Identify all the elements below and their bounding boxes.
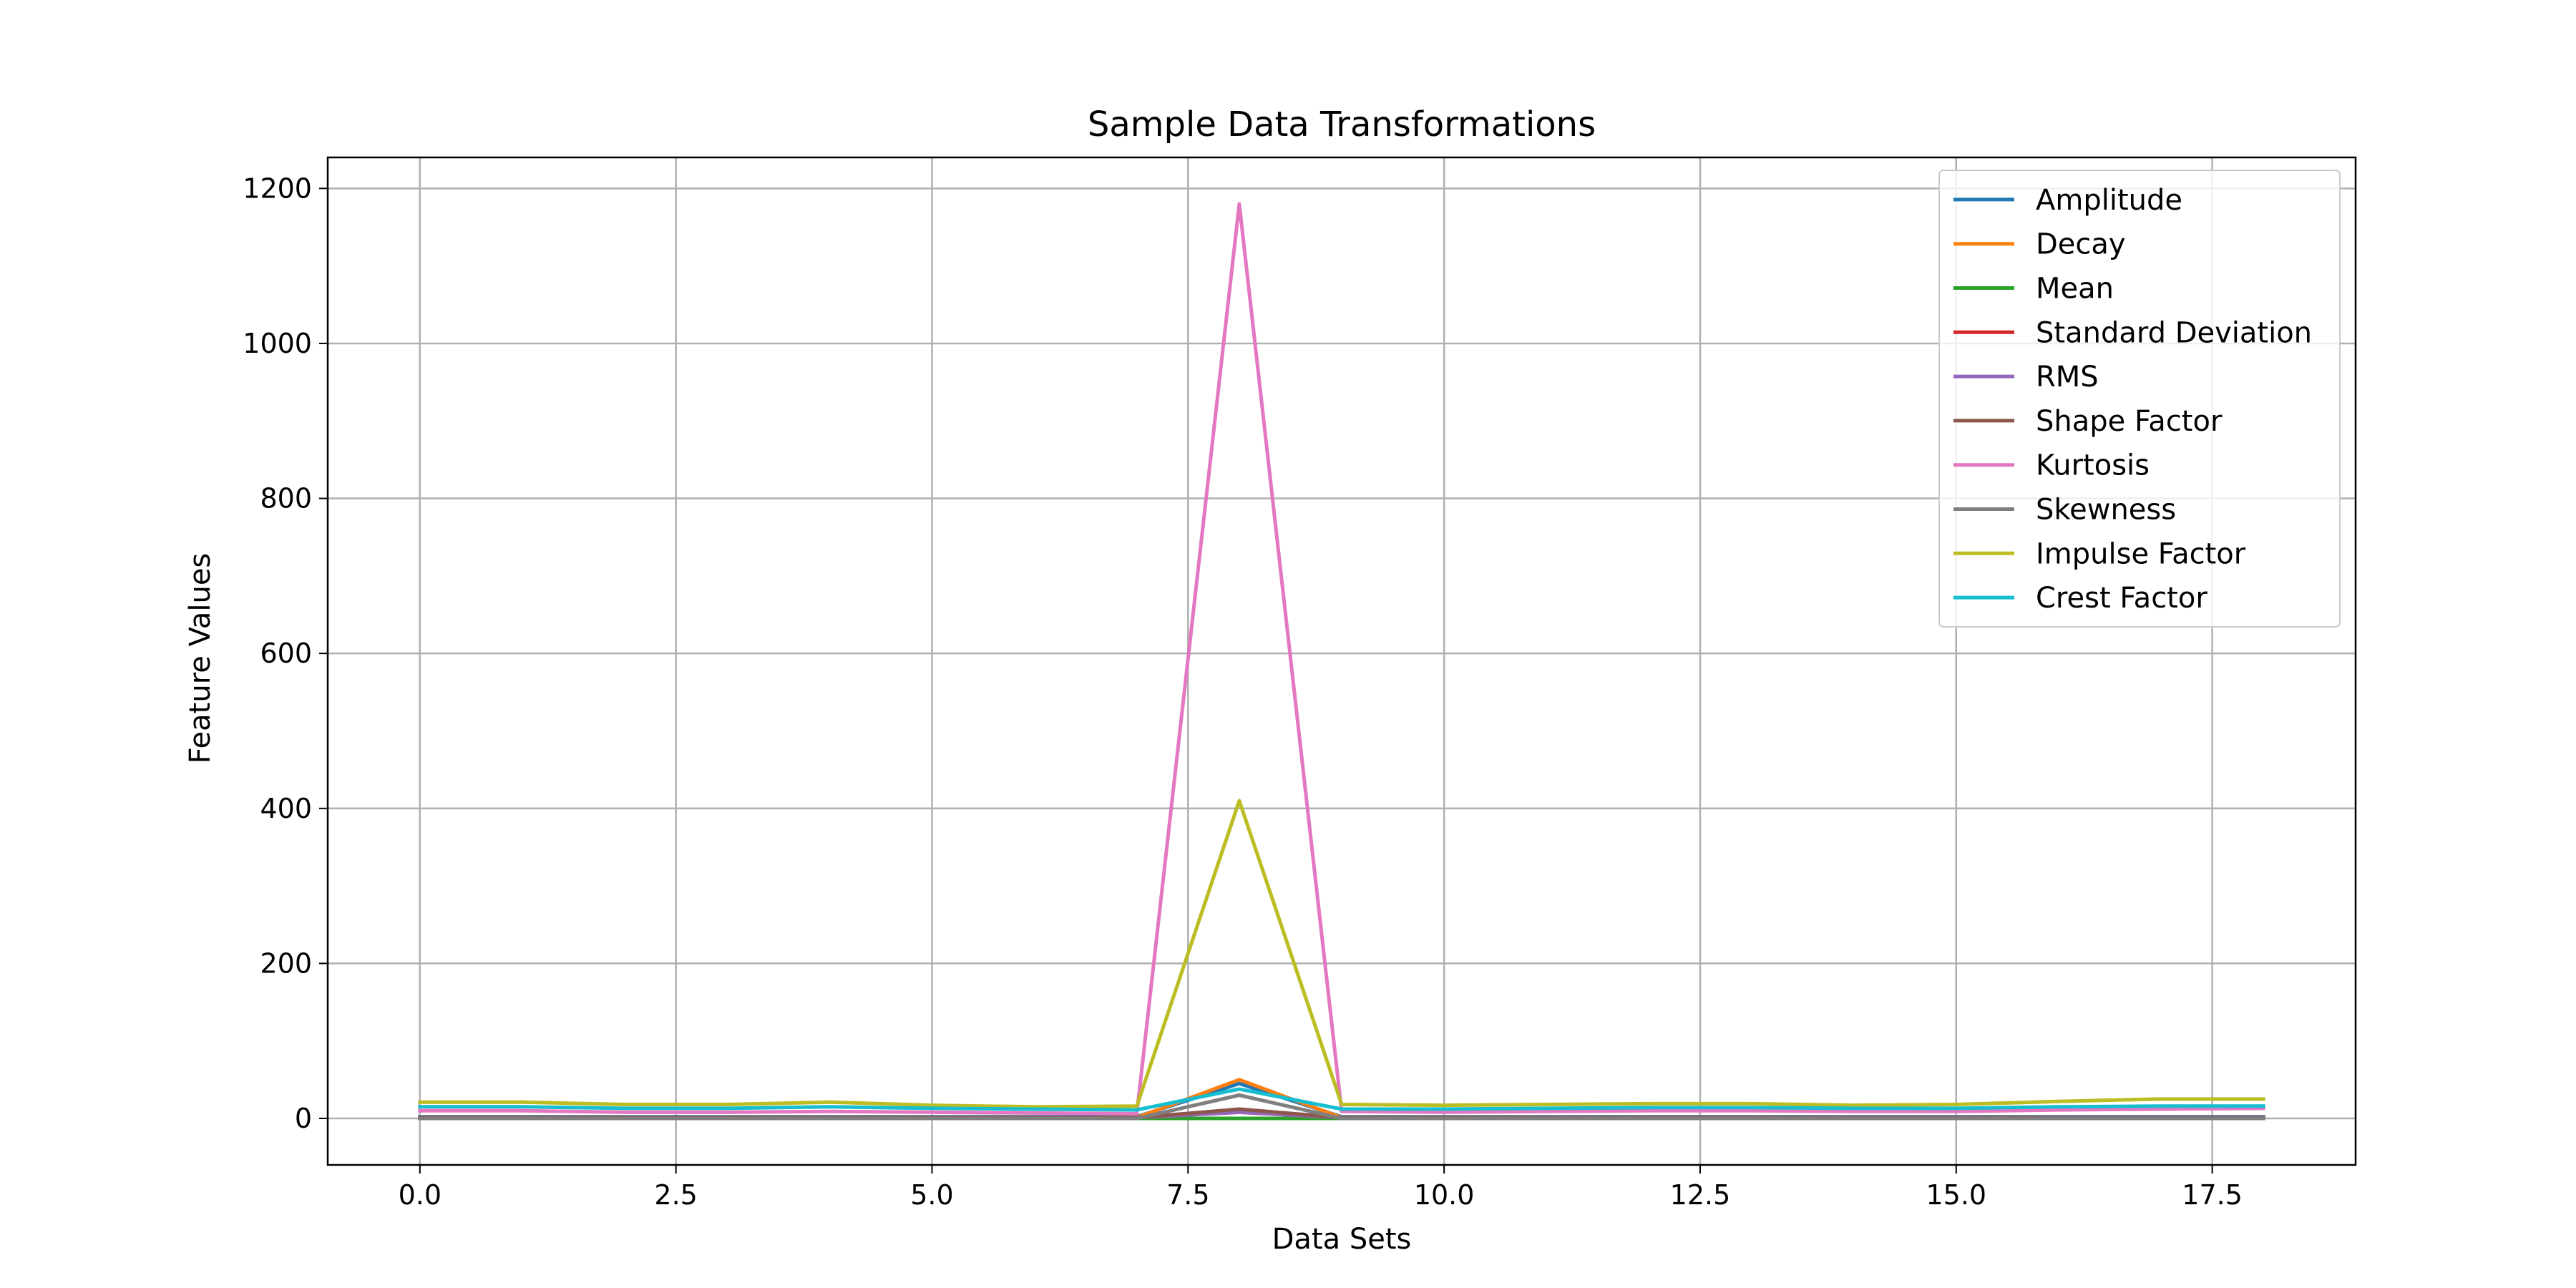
series-line-skewness [418,1093,2265,1121]
legend-label-impulse-factor: Impulse Factor [2036,537,2246,570]
x-axis-label: Data Sets [1272,1223,1412,1256]
legend-label-crest-factor: Crest Factor [2036,582,2207,615]
y-tick-label: 600 [260,638,312,669]
legend: Amplitude Decay Mean Standard Deviation RMS S… [1938,170,2341,628]
y-axis: 0 200 400 600 800 1000 1200 [243,172,328,1134]
y-axis-label: Feature Values [184,553,217,764]
legend-label-decay: Decay [2036,228,2126,261]
y-tick-label: 800 [260,483,312,514]
x-tick-label: 12.5 [1670,1179,1731,1211]
series-line-kurtosis [418,202,2265,1116]
y-tick-label: 200 [260,947,312,979]
x-tick-label: 0.0 [399,1179,441,1211]
x-tick-label: 7.5 [1166,1179,1209,1211]
x-tick-label: 5.0 [910,1179,953,1211]
x-tick-label: 17.5 [2182,1179,2243,1211]
legend-label-standard-deviation: Standard Deviation [2036,316,2312,349]
x-tick-label: 2.5 [654,1179,697,1211]
x-axis: 0.0 2.5 5.0 7.5 10.0 12.5 15.0 17.5 [399,1165,2243,1211]
legend-label-kurtosis: Kurtosis [2036,449,2150,482]
x-tick-label: 15.0 [1926,1179,1986,1211]
y-tick-label: 0 [295,1103,312,1134]
legend-label-rms: RMS [2036,361,2099,394]
plot-lines [418,202,2265,1121]
chart-title: Sample Data Transformations [1088,104,1596,145]
series-line-crest-factor [418,1087,2265,1112]
y-tick-label: 400 [260,793,312,824]
plot-frame [326,156,2357,1166]
legend-label-amplitude: Amplitude [2036,184,2182,217]
series-line-impulse-factor [418,799,2265,1109]
legend-label-shape-factor: Shape Factor [2036,405,2223,438]
legend-label-mean: Mean [2036,273,2114,306]
x-tick-label: 10.0 [1414,1179,1475,1211]
y-tick-label: 1000 [243,328,312,359]
legend-box [1938,170,2341,628]
legend-label-skewness: Skewness [2036,494,2176,527]
y-tick-label: 1200 [243,172,312,204]
